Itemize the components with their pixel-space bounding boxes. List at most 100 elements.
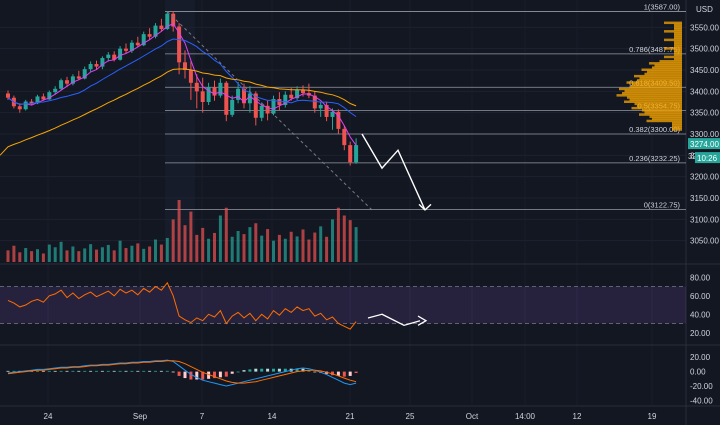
- price-badges: 3274.00 32 10:26: [688, 138, 720, 164]
- volume-profile-bar: [647, 70, 682, 74]
- price-tick-label: 3300.00: [690, 130, 719, 139]
- time-tick-label: Oct: [466, 412, 479, 421]
- price-tick-label: 3200.00: [690, 173, 719, 182]
- volume-profile-bar: [627, 96, 682, 99]
- volume-bar: [213, 232, 216, 262]
- volume-bar: [47, 244, 51, 262]
- volume-profile-bar: [649, 62, 682, 65]
- volume-bar: [118, 240, 122, 262]
- volume-bar: [159, 244, 163, 262]
- candle-body: [312, 95, 317, 109]
- candle-body: [124, 48, 128, 51]
- volume-profile-bar: [664, 38, 682, 42]
- volume-bar: [136, 243, 140, 262]
- volume-bar: [295, 236, 299, 262]
- time-tick-label: 7: [200, 412, 205, 421]
- macd-histogram-bar: [41, 370, 45, 372]
- volume-profile-bar: [654, 64, 682, 67]
- macd-histogram-bar: [266, 368, 270, 372]
- macd-histogram-bar: [260, 368, 264, 372]
- volume-profile-bar: [672, 121, 682, 125]
- volume-bar: [307, 239, 311, 262]
- candle-body: [177, 26, 182, 63]
- volume-bar: [195, 234, 199, 262]
- volume-profile-bar: [641, 68, 682, 71]
- macd-pane: [6, 359, 358, 387]
- time-tick-label: 21: [346, 412, 355, 421]
- macd-histogram-bar: [301, 368, 305, 372]
- volume-profile-bar: [674, 49, 682, 52]
- macd-histogram-bar: [177, 371, 181, 376]
- macd-histogram-bar: [89, 370, 93, 372]
- candle-body: [106, 54, 111, 59]
- candle-body: [23, 101, 28, 110]
- macd-histogram-bar: [6, 370, 10, 372]
- volume-bar: [342, 215, 346, 262]
- volume-bar: [189, 211, 193, 262]
- volume-bars: [6, 200, 358, 262]
- volume-profile-bar: [664, 21, 682, 25]
- price-tick-label: 3150.00: [690, 194, 719, 203]
- volume-bar: [53, 247, 57, 262]
- volume-bar: [154, 239, 157, 262]
- macd-histogram-bar: [112, 370, 116, 372]
- macd-histogram-bar: [342, 371, 346, 377]
- volume-profile-bar: [659, 59, 682, 63]
- price-tick-label: 3100.00: [690, 215, 719, 224]
- volume-bar: [100, 247, 104, 262]
- price-candles[interactable]: [6, 11, 359, 166]
- macd-histogram-bar: [71, 370, 75, 372]
- candle-body: [29, 101, 34, 104]
- volume-profile-bar: [674, 40, 682, 44]
- candle-body: [200, 91, 205, 102]
- candle-body: [59, 80, 64, 89]
- candle-body: [47, 92, 52, 100]
- volume-bar: [65, 250, 69, 262]
- candle-body: [230, 99, 235, 115]
- candle-body: [247, 93, 252, 104]
- macd-histogram-bar: [272, 368, 275, 372]
- candle-body: [330, 111, 335, 117]
- macd-histogram-bar: [65, 370, 69, 372]
- candle-body: [165, 13, 170, 30]
- drawing-tools[interactable]: [166, 11, 432, 211]
- macd-histogram-bar: [295, 368, 299, 372]
- candle-body: [324, 104, 329, 117]
- candle-body: [206, 87, 211, 102]
- macd-histogram-bar: [118, 370, 122, 372]
- rsi-pane: [0, 281, 686, 330]
- last-price-text: 3274.00: [690, 140, 719, 149]
- macd-histogram-bar: [189, 371, 193, 380]
- volume-bar: [148, 246, 152, 262]
- volume-profile-bar: [674, 32, 682, 35]
- macd-histogram-bar: [165, 370, 169, 372]
- macd-histogram-bar: [201, 371, 205, 380]
- volume-bar: [283, 238, 287, 262]
- candle-body: [224, 82, 229, 115]
- macd-histogram-bar: [130, 370, 134, 372]
- macd-histogram-bar: [159, 370, 163, 372]
- time-tick-label: 14:00: [515, 412, 536, 421]
- volume-bar: [18, 252, 22, 262]
- fib-level-label: 1(3587.00): [644, 3, 681, 12]
- volume-profile-bar: [674, 25, 682, 29]
- candle-body: [342, 128, 347, 146]
- rsi-tick-label: 20.00: [690, 329, 711, 338]
- macd-tick-label: -40.00: [690, 396, 713, 405]
- time-tick-label: 24: [44, 412, 53, 421]
- fib-level-label: 0.382(3300.00): [629, 125, 680, 134]
- rsi-projection-path: [367, 313, 421, 327]
- volume-bar: [77, 251, 81, 262]
- volume-profile-bar: [631, 106, 682, 110]
- macd-tick-label: 20.00: [690, 353, 711, 362]
- volume-profile-bar: [626, 81, 682, 84]
- volume-bar: [254, 223, 258, 262]
- volume-bar: [289, 231, 293, 262]
- ema-long-line: [0, 68, 357, 156]
- candle-body: [6, 93, 10, 98]
- volume-profile-bar: [652, 66, 682, 69]
- macd-histogram-bar: [106, 370, 110, 372]
- ma-short-line: [7, 23, 357, 146]
- macd-histogram-bar: [95, 370, 98, 372]
